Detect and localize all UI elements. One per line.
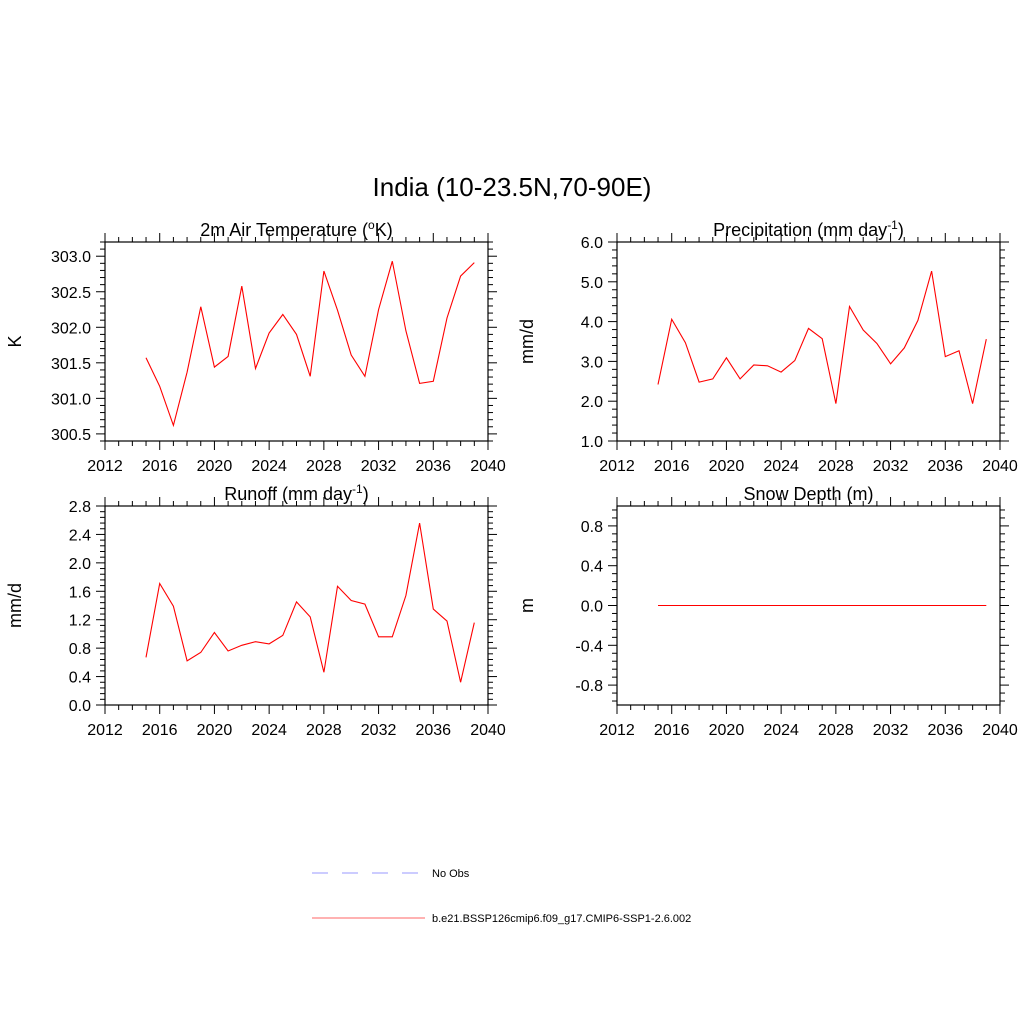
y-tick-label: 0.4 [69, 670, 91, 687]
series-line [145, 522, 475, 683]
y-tick-label: 301.5 [51, 356, 91, 373]
x-tick-label: 2040 [470, 458, 506, 475]
x-tick-label: 2036 [415, 458, 451, 475]
x-tick-label: 2020 [197, 458, 233, 475]
x-tick-label: 2016 [654, 458, 690, 475]
x-tick-label: 2040 [470, 722, 506, 739]
series-line [657, 270, 987, 404]
y-tick-label: 2.4 [69, 527, 91, 544]
panel-2: Precipitation (mm day-1) mm/d 2012 2016 2020… [517, 218, 1018, 475]
y-tick-label: -0.4 [575, 638, 603, 655]
y-tick-label: 2.8 [69, 499, 91, 516]
legend: No Obs b.e21.BSSP126cmip6.f09_g17.CMIP6-S… [312, 868, 691, 925]
x-tick-label: 2024 [763, 722, 799, 739]
panel-1: 2m Air Temperature (oK) K 2012 2016 2020 2024… [5, 218, 506, 475]
y-tick-label: 303.0 [51, 249, 91, 266]
x-tick-label: 2016 [654, 722, 690, 739]
panel-title: 2m Air Temperature (oK) [200, 218, 392, 240]
x-tick-label: 2036 [927, 458, 963, 475]
x-tick-label: 2028 [818, 458, 854, 475]
x-tick-label: 2020 [709, 722, 745, 739]
y-axis-label: mm/d [517, 319, 537, 364]
y-axis-label: K [5, 335, 25, 347]
x-tick-label: 2012 [87, 722, 123, 739]
y-tick-label: 0.0 [581, 599, 603, 616]
y-tick-label: 4.0 [581, 315, 603, 332]
x-tick-label: 2028 [306, 458, 342, 475]
panel-3: Runoff (mm day-1) mm/d 2012 2016 2020 2024 202… [5, 482, 506, 739]
x-tick-label: 2016 [142, 722, 178, 739]
y-tick-label: 302.5 [51, 285, 91, 302]
y-tick-label: 0.4 [581, 559, 603, 576]
x-tick-label: 2016 [142, 458, 178, 475]
x-tick-label: 2028 [306, 722, 342, 739]
x-tick-label: 2024 [251, 458, 287, 475]
y-tick-label: 6.0 [581, 235, 603, 252]
y-tick-label: 1.6 [69, 584, 91, 601]
x-tick-label: 2024 [251, 722, 287, 739]
x-tick-label: 2032 [361, 458, 397, 475]
y-tick-label: 0.8 [581, 519, 603, 536]
y-tick-label: 2.0 [69, 556, 91, 573]
y-tick-label: 300.5 [51, 427, 91, 444]
y-tick-label: 0.0 [69, 698, 91, 715]
x-tick-label: 2028 [818, 722, 854, 739]
legend-label: No Obs [432, 868, 470, 880]
y-tick-label: 2.0 [581, 394, 603, 411]
panel-title: Precipitation (mm day-1) [713, 218, 904, 240]
x-tick-label: 2036 [415, 722, 451, 739]
x-tick-label: 2012 [599, 722, 635, 739]
y-tick-label: 301.0 [51, 391, 91, 408]
x-tick-label: 2032 [873, 458, 909, 475]
y-axis-label: mm/d [5, 583, 25, 628]
x-tick-label: 2040 [982, 722, 1018, 739]
y-tick-label: 0.8 [69, 641, 91, 658]
y-tick-label: 1.2 [69, 613, 91, 630]
x-tick-label: 2020 [197, 722, 233, 739]
y-tick-label: 3.0 [581, 354, 603, 371]
y-tick-label: -0.8 [575, 678, 603, 695]
x-tick-label: 2036 [927, 722, 963, 739]
panel-title: Snow Depth (m) [743, 484, 873, 504]
y-tick-label: 1.0 [581, 434, 603, 451]
y-axis-label: m [517, 598, 537, 613]
figure-title: India (10-23.5N,70-90E) [373, 172, 652, 202]
x-tick-label: 2040 [982, 458, 1018, 475]
x-tick-label: 2024 [763, 458, 799, 475]
y-tick-label: 5.0 [581, 275, 603, 292]
panel-4: Snow Depth (m) m 2012 2016 2020 2024 2028 2032 2… [517, 484, 1018, 739]
x-tick-label: 2032 [361, 722, 397, 739]
x-tick-label: 2012 [87, 458, 123, 475]
panel-title: Runoff (mm day-1) [224, 482, 368, 504]
x-tick-label: 2012 [599, 458, 635, 475]
plot-frame [104, 241, 489, 442]
plot-frame [104, 505, 489, 706]
legend-label: b.e21.BSSP126cmip6.f09_g17.CMIP6-SSP1-2.… [432, 913, 691, 925]
panels: 2m Air Temperature (oK) K 2012 2016 2020 2024… [5, 218, 1018, 739]
x-tick-label: 2032 [873, 722, 909, 739]
series-line [145, 261, 475, 428]
y-tick-label: 302.0 [51, 320, 91, 337]
x-tick-label: 2020 [709, 458, 745, 475]
